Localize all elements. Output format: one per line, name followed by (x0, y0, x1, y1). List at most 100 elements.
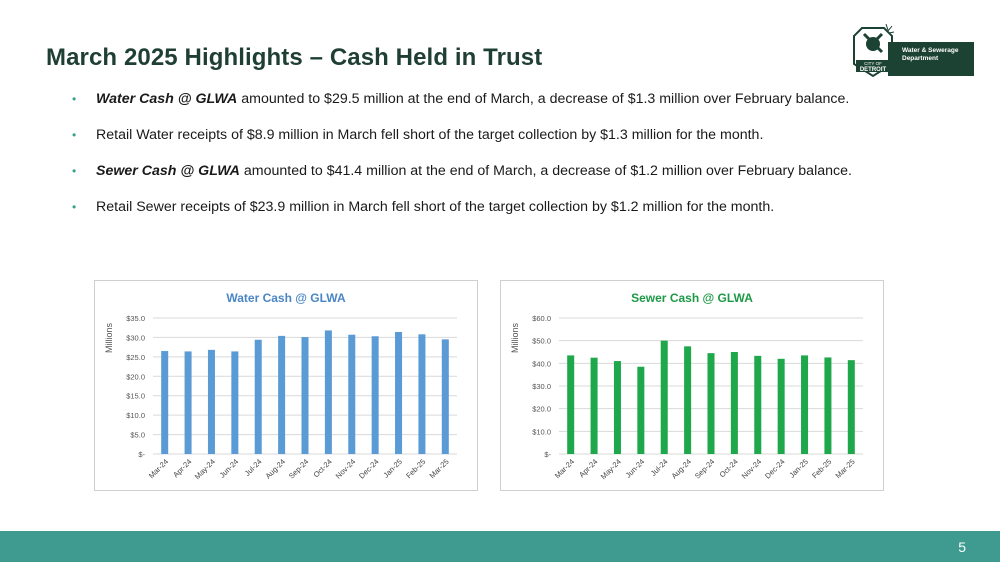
x-tick-label: May-24 (193, 457, 217, 481)
bar (348, 334, 356, 454)
slide-title: March 2025 Highlights – Cash Held in Tru… (46, 44, 543, 71)
bar (660, 340, 668, 454)
x-tick-label: Mar-25 (834, 457, 857, 480)
y-tick-label: $40.0 (532, 359, 551, 368)
y-tick-label: $10.0 (532, 427, 551, 436)
logo-line-1: Water & Sewerage (902, 47, 959, 54)
bullet-item: • Retail Water receipts of $8.9 million i… (70, 126, 860, 144)
y-tick-label: $20.0 (532, 405, 551, 414)
bullet-text: Retail Sewer receipts of $23.9 million i… (96, 199, 775, 215)
bar (754, 355, 762, 454)
sewer-cash-chart: Sewer Cash @ GLWA Millions $- $10.0 $20.0 $30… (500, 280, 884, 491)
bar (613, 361, 621, 454)
bullet-dot-icon: • (72, 128, 77, 142)
x-tick-label: Jan-25 (787, 457, 810, 480)
y-tick-label: $15.0 (126, 392, 145, 401)
bullet-text: amounted to $29.5 million at the end of … (237, 91, 850, 107)
bar (590, 357, 598, 454)
bar (777, 358, 785, 454)
seal-text-1: CITY OF (864, 61, 882, 66)
x-tick-label: Sep-24 (693, 457, 716, 480)
chart-title: Sewer Cash @ GLWA (631, 291, 753, 305)
page-number: 5 (958, 539, 966, 555)
y-axis-label: Millions (104, 323, 114, 354)
bar (441, 339, 449, 454)
y-tick-label: $60.0 (532, 314, 551, 323)
bar (801, 355, 809, 454)
water-cash-chart: Water Cash @ GLWA Millions $- $5.0 $10.0 $15.… (94, 280, 478, 491)
bullet-item: • Retail Sewer receipts of $23.9 million … (70, 198, 860, 216)
y-tick-label: $30.0 (126, 333, 145, 342)
x-tick-label: Feb-25 (404, 457, 427, 480)
chart-title: Water Cash @ GLWA (226, 291, 346, 305)
bullet-text: Retail Water receipts of $8.9 million in… (96, 127, 764, 143)
bar (824, 357, 832, 454)
x-tick-label: Mar-24 (553, 457, 576, 480)
bar (707, 353, 715, 454)
x-tick-label: Jun-24 (624, 457, 647, 480)
bullet-text: amounted to $41.4 million at the end of … (239, 163, 852, 179)
detroit-seal-icon: CITY OF DETROIT (853, 23, 895, 78)
bar (395, 331, 403, 454)
x-tick-label: Aug-24 (670, 457, 693, 480)
chart-svg: Sewer Cash @ GLWA Millions $- $10.0 $20.0 $30… (510, 291, 863, 481)
dwsd-logo: CITY OF DETROIT Water & Sewerage Departm… (844, 18, 974, 80)
y-tick-label: $- (544, 450, 551, 459)
x-tick-label: Sep-24 (287, 457, 310, 480)
y-tick-label: $5.0 (130, 431, 145, 440)
x-tick-label: Jan-25 (381, 457, 404, 480)
bar (161, 351, 169, 454)
bar (184, 351, 192, 454)
y-tick-label: $30.0 (532, 382, 551, 391)
bar (684, 346, 692, 454)
x-tick-label: Jul-24 (243, 457, 264, 478)
logo-text: Water & Sewerage Department (902, 47, 972, 62)
chart-svg: Water Cash @ GLWA Millions $- $5.0 $10.0 $15.… (104, 291, 457, 481)
highlights-list: • Water Cash @ GLWA amounted to $29.5 mil… (70, 90, 860, 234)
y-tick-label: $10.0 (126, 411, 145, 420)
x-tick-label: Nov-24 (334, 457, 357, 480)
bullet-emphasis: Sewer Cash @ GLWA (96, 163, 240, 179)
x-tick-label: Mar-25 (428, 457, 451, 480)
bullet-item: • Water Cash @ GLWA amounted to $29.5 mil… (70, 90, 860, 108)
y-tick-label: $50.0 (532, 337, 551, 346)
x-tick-label: Oct-24 (718, 457, 740, 479)
bar (254, 339, 262, 454)
bar (324, 330, 332, 454)
bullet-dot-icon: • (72, 92, 77, 106)
y-tick-label: $35.0 (126, 314, 145, 323)
bullet-emphasis: Water Cash @ GLWA (96, 91, 238, 107)
x-tick-label: Jun-24 (218, 457, 241, 480)
seal-text-2: DETROIT (860, 67, 887, 73)
x-tick-label: Aug-24 (264, 457, 287, 480)
x-tick-label: May-24 (599, 457, 623, 481)
footer-bar: 5 (0, 531, 1000, 562)
y-tick-label: $25.0 (126, 353, 145, 362)
bar (730, 352, 738, 454)
bullet-dot-icon: • (72, 164, 77, 178)
x-tick-label: Feb-25 (810, 457, 833, 480)
x-tick-label: Dec-24 (357, 457, 380, 480)
bar (567, 355, 575, 454)
x-tick-label: Dec-24 (763, 457, 786, 480)
x-tick-label: Apr-24 (577, 457, 599, 479)
logo-line-2: Department (902, 54, 939, 62)
x-tick-label: Oct-24 (312, 457, 334, 479)
bar (207, 349, 215, 454)
bullet-dot-icon: • (72, 200, 77, 214)
bar (301, 337, 309, 454)
x-tick-label: Jul-24 (649, 457, 670, 478)
bar (231, 351, 239, 454)
y-tick-label: $- (138, 450, 145, 459)
x-tick-label: Apr-24 (171, 457, 193, 479)
bar (418, 334, 426, 454)
bar (278, 335, 286, 454)
logo-box (888, 42, 974, 76)
bar (637, 366, 645, 454)
bar (847, 360, 855, 454)
bullet-item: • Sewer Cash @ GLWA amounted to $41.4 mil… (70, 162, 860, 180)
x-tick-label: Nov-24 (740, 457, 763, 480)
bar (371, 336, 379, 454)
x-tick-label: Mar-24 (147, 457, 170, 480)
y-tick-label: $20.0 (126, 372, 145, 381)
